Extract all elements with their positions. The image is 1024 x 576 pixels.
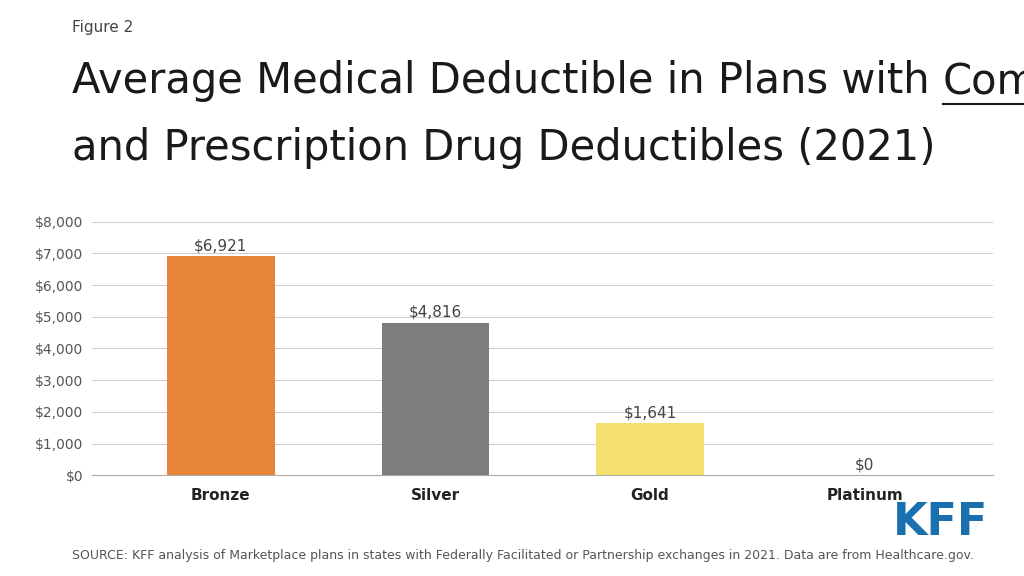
Text: $1,641: $1,641	[624, 406, 677, 420]
Bar	[382, 323, 489, 475]
Text: Average Medical Deductible in Plans with: Average Medical Deductible in Plans with	[72, 60, 942, 103]
Text: Combined: Combined	[942, 60, 1024, 103]
Text: $4,816: $4,816	[409, 305, 462, 320]
Text: $0: $0	[855, 457, 874, 472]
Bar	[167, 256, 274, 475]
Text: and Prescription Drug Deductibles (2021): and Prescription Drug Deductibles (2021)	[72, 127, 935, 169]
Text: KFF: KFF	[893, 501, 988, 544]
Text: Figure 2: Figure 2	[72, 20, 133, 35]
Text: $6,921: $6,921	[195, 238, 248, 253]
Text: SOURCE: KFF analysis of Marketplace plans in states with Federally Facilitated o: SOURCE: KFF analysis of Marketplace plan…	[72, 548, 974, 562]
Bar	[596, 423, 703, 475]
